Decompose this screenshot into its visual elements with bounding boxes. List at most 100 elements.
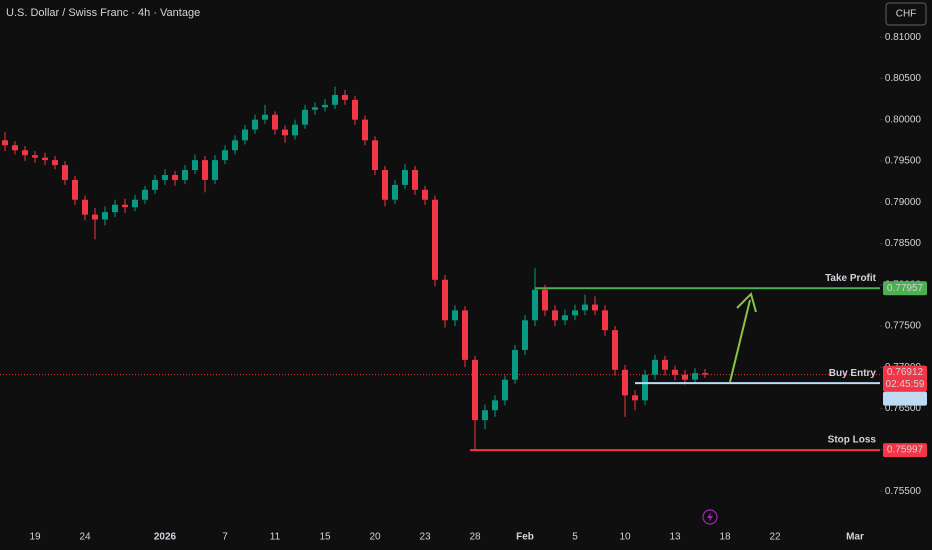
- x-tick-label: 18: [719, 532, 731, 543]
- candle-body: [72, 179, 78, 200]
- candle-body: [542, 289, 548, 311]
- candle-body: [22, 150, 28, 156]
- countdown-label: 02:45:59: [886, 379, 925, 390]
- candle-body: [32, 155, 38, 158]
- y-tick-label: 0.80000: [885, 114, 922, 125]
- chart-title: U.S. Dollar / Swiss Franc · 4h · Vantage: [6, 7, 200, 19]
- x-tick-label: 15: [319, 532, 331, 543]
- y-tick-label: 0.78500: [885, 238, 922, 249]
- level-badge: [883, 391, 927, 406]
- candle-body: [402, 170, 408, 185]
- y-tick-label: 0.79000: [885, 197, 922, 208]
- level-name: Take Profit: [825, 273, 877, 284]
- level-name: Stop Loss: [828, 435, 877, 446]
- replay-icon[interactable]: [702, 509, 718, 525]
- candle-body: [222, 150, 228, 161]
- candle-body: [612, 330, 618, 370]
- candle-body: [182, 170, 188, 180]
- x-tick-label: 20: [369, 532, 381, 543]
- candle-body: [192, 160, 198, 171]
- candle-body: [332, 94, 338, 105]
- x-tick-label: 7: [222, 532, 228, 543]
- candle-body: [42, 157, 48, 161]
- candle-body: [432, 199, 438, 280]
- candle-body: [392, 184, 398, 200]
- x-tick-label: 10: [619, 532, 631, 543]
- y-tick-label: 0.75500: [885, 486, 922, 497]
- currency-button[interactable]: [885, 2, 927, 26]
- x-tick-label: 24: [79, 532, 91, 543]
- x-tick-label: 28: [469, 532, 481, 543]
- candle-body: [2, 140, 8, 146]
- candle-body: [382, 170, 388, 200]
- candle-body: [252, 119, 258, 130]
- candle-body: [492, 400, 498, 411]
- candle-body: [662, 359, 668, 370]
- candle-body: [632, 395, 638, 401]
- candle-body: [342, 94, 348, 100]
- candle-body: [352, 99, 358, 120]
- candle-body: [462, 310, 468, 360]
- candle-body: [512, 349, 518, 380]
- y-tick-label: 0.80500: [885, 73, 922, 84]
- x-tick-label: 5: [572, 532, 578, 543]
- candle-body: [202, 160, 208, 180]
- y-tick-label: 0.76500: [885, 403, 922, 414]
- x-tick-label: 22: [769, 532, 781, 543]
- x-tick-label: 11: [270, 532, 281, 543]
- candle-body: [92, 214, 98, 220]
- candle-body: [682, 374, 688, 380]
- level-badge: [883, 443, 927, 458]
- candle-body: [642, 374, 648, 401]
- last-price-label: 0.76912: [887, 367, 924, 378]
- candle-body: [412, 170, 418, 190]
- candle-body: [582, 304, 588, 311]
- candle-body: [602, 310, 608, 331]
- candle-body: [442, 279, 448, 321]
- candle-body: [552, 310, 558, 321]
- candle-body: [572, 310, 578, 316]
- candle-body: [372, 140, 378, 171]
- y-tick-label: 0.81000: [885, 32, 922, 43]
- candle-body: [102, 212, 108, 220]
- candle-body: [532, 289, 538, 321]
- candle-body: [702, 373, 708, 375]
- icon-ring[interactable]: [702, 509, 718, 525]
- candle-body: [502, 379, 508, 401]
- candle-body: [592, 304, 598, 311]
- candle-body: [452, 310, 458, 321]
- candle-body: [272, 114, 278, 130]
- target-arrow-head: [736, 292, 757, 313]
- candle-body: [302, 109, 308, 125]
- candle-body: [112, 204, 118, 213]
- level-badge-label: 0.76808: [887, 393, 924, 404]
- candle-body: [312, 107, 318, 110]
- currency-label[interactable]: CHF: [896, 9, 917, 20]
- x-tick-label: 23: [419, 532, 431, 543]
- candle-body: [562, 315, 568, 321]
- candle-body: [52, 160, 58, 166]
- candle-body: [162, 174, 168, 180]
- last-price-badge: [883, 365, 927, 392]
- candle-body: [692, 373, 698, 380]
- candle-body: [132, 199, 138, 208]
- level-badge-label: 0.77957: [887, 283, 924, 294]
- candle-body: [82, 199, 88, 215]
- candle-body: [672, 369, 678, 375]
- target-arrow: [729, 299, 751, 383]
- candle-body: [212, 160, 218, 180]
- candle-body: [522, 320, 528, 350]
- candle-body: [472, 359, 478, 421]
- candle-body: [242, 129, 248, 141]
- icon-bolt[interactable]: [707, 512, 713, 522]
- candle-body: [422, 189, 428, 200]
- level-badge-label: 0.75997: [887, 445, 924, 456]
- candle-body: [122, 204, 128, 208]
- candle-body: [152, 179, 158, 190]
- candle-body: [172, 174, 178, 180]
- candle-body: [652, 359, 658, 375]
- candle-body: [292, 124, 298, 136]
